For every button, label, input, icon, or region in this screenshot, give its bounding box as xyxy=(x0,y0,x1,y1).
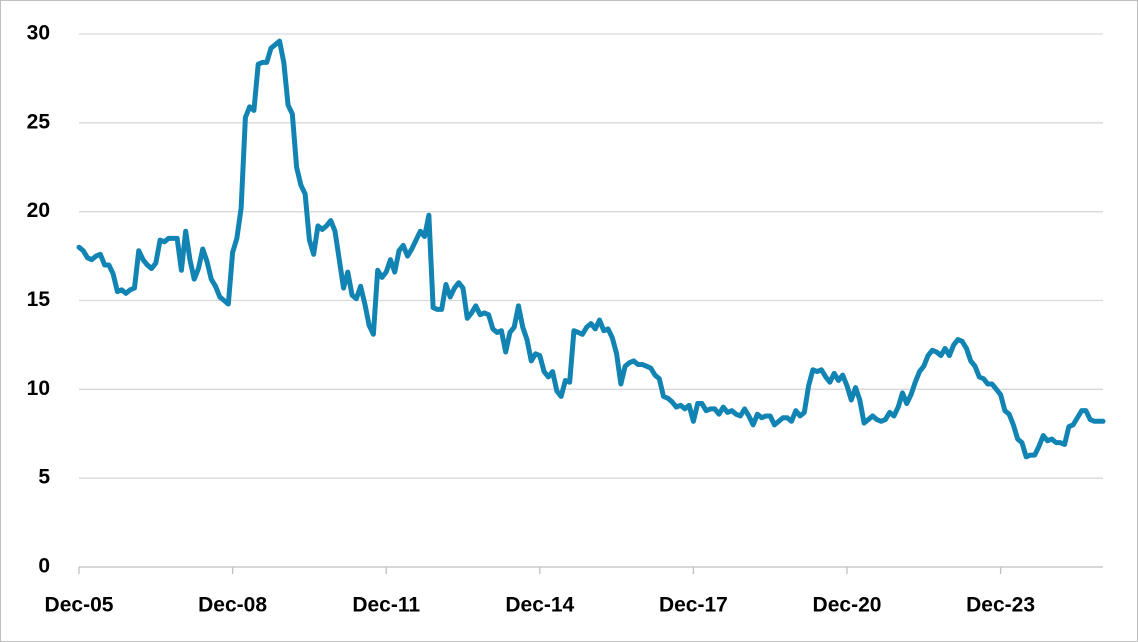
x-tick-label: Dec-08 xyxy=(198,594,267,617)
x-tick-label: Dec-14 xyxy=(505,594,574,617)
x-tick-label: Dec-23 xyxy=(966,594,1035,617)
x-tick-label: Dec-11 xyxy=(352,594,420,617)
y-tick-label: 20 xyxy=(27,199,50,222)
x-tick-label: Dec-17 xyxy=(659,594,728,617)
x-tick-label: Dec-20 xyxy=(813,594,882,617)
y-tick-label: 10 xyxy=(27,377,50,400)
y-tick-label: 15 xyxy=(27,288,51,311)
y-tick-label: 0 xyxy=(38,555,50,578)
y-tick-label: 5 xyxy=(38,466,50,489)
y-tick-label: 25 xyxy=(27,110,51,133)
x-tick-label: Dec-05 xyxy=(45,594,114,617)
data-line xyxy=(76,38,1106,460)
y-tick-label: 30 xyxy=(27,22,50,45)
